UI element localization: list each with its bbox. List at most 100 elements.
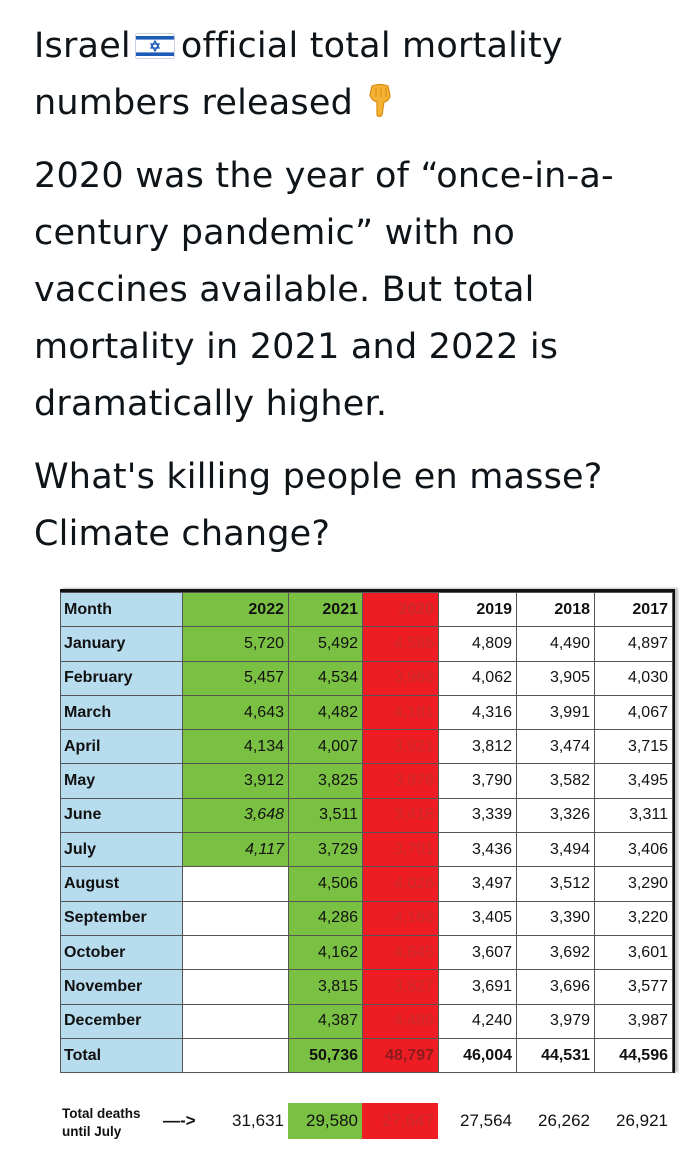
cell-2018: 3,582 — [516, 763, 595, 799]
cell-2019: 46,004 — [438, 1037, 517, 1074]
cell-2017: 3,601 — [594, 934, 673, 971]
cell-2018: 3,512 — [516, 866, 595, 902]
table-header-row: Month 2022 2021 2020 2019 2018 2017 — [60, 591, 673, 628]
cell-2021: 4,482 — [288, 694, 363, 731]
cell-2019: 4,316 — [438, 694, 517, 731]
cell-2019: 3,339 — [438, 797, 517, 834]
cell-2022: 4,134 — [182, 729, 289, 765]
footer-arrow: —-> — [163, 1111, 196, 1130]
cell-2020: 4,026 — [362, 866, 439, 902]
header-2018: 2018 — [516, 591, 595, 628]
cell-2020: 48,797 — [362, 1037, 439, 1074]
cell-2021: 4,286 — [288, 900, 363, 936]
cell-2019: 4,809 — [438, 626, 517, 662]
cell-month: April — [60, 729, 183, 765]
cell-2020: 3,827 — [362, 969, 439, 1005]
cell-month: January — [60, 626, 183, 662]
table-row: April 4,134 4,007 3,921 3,812 3,474 3,715 — [60, 729, 673, 765]
table-row: May 3,912 3,825 3,878 3,790 3,582 3,495 — [60, 763, 673, 799]
cell-2017: 4,897 — [594, 626, 673, 662]
cell-2021: 3,511 — [288, 797, 363, 834]
cell-2020: 3,921 — [362, 729, 439, 765]
israel-flag-icon — [134, 33, 175, 59]
footer-label-line1: Total deaths — [62, 1106, 141, 1121]
cell-2017: 3,406 — [594, 832, 673, 868]
cell-2019: 3,607 — [438, 934, 517, 971]
cell-month: October — [60, 934, 183, 971]
table-row: January 5,720 5,492 4,585 4,809 4,490 4,897 — [60, 626, 673, 662]
post-paragraph-2: 2020 was the year of “once-in-a-century … — [34, 156, 614, 424]
cell-2017: 4,067 — [594, 694, 673, 731]
cell-2018: 3,474 — [516, 729, 595, 765]
footer-value-2019: 27,564 — [460, 1111, 512, 1130]
cell-2022: 5,720 — [182, 626, 289, 662]
cell-2017: 44,596 — [594, 1037, 673, 1074]
cell-2020: 3,878 — [362, 763, 439, 799]
cell-2018: 3,692 — [516, 934, 595, 971]
cell-2017: 3,495 — [594, 763, 673, 799]
cell-2017: 3,220 — [594, 900, 673, 936]
cell-month: December — [60, 1003, 183, 1039]
header-2017: 2017 — [594, 591, 673, 628]
cell-2017: 3,290 — [594, 866, 673, 902]
cell-2020: 4,645 — [362, 934, 439, 971]
cell-2017: 3,577 — [594, 969, 673, 1005]
cell-2021: 4,007 — [288, 729, 363, 765]
mortality-table: Month 2022 2021 2020 2019 2018 2017 Janu… — [60, 591, 673, 1074]
cell-2021: 3,825 — [288, 763, 363, 799]
cell-2022: 3,912 — [182, 763, 289, 799]
header-2020: 2020 — [362, 591, 439, 628]
cell-2021: 4,387 — [288, 1003, 363, 1039]
cell-2019: 3,812 — [438, 729, 517, 765]
cell-2018: 3,991 — [516, 694, 595, 731]
table-row: June 3,648 3,511 3,418 3,339 3,326 3,311 — [60, 797, 673, 834]
table-row: December 4,387 4,489 4,240 3,979 3,987 — [60, 1003, 673, 1039]
footer-label-line2: until July — [62, 1124, 122, 1139]
cell-month: May — [60, 763, 183, 799]
cell-2018: 4,490 — [516, 626, 595, 662]
header-2021: 2021 — [288, 591, 363, 628]
table-row: February 5,457 4,534 3,963 4,062 3,905 4,030 — [60, 660, 673, 696]
table-row: November 3,815 3,827 3,691 3,696 3,577 — [60, 969, 673, 1005]
cell-2020: 4,585 — [362, 626, 439, 662]
cell-2019: 3,691 — [438, 969, 517, 1005]
table-row: July 4,117 3,729 3,701 3,436 3,494 3,406 — [60, 832, 673, 868]
cell-2020: 3,963 — [362, 660, 439, 696]
post-paragraph-1: Israel official total mortality numbers … — [34, 18, 674, 132]
cell-2022 — [182, 1037, 289, 1074]
footer-value-2018: 26,262 — [538, 1111, 590, 1130]
cell-2018: 3,696 — [516, 969, 595, 1005]
cell-2020: 4,489 — [362, 1003, 439, 1039]
cell-2022: 3,648 — [182, 797, 289, 834]
cell-2021: 4,534 — [288, 660, 363, 696]
cell-month: September — [60, 900, 183, 936]
cell-month: June — [60, 797, 183, 834]
cell-2019: 3,790 — [438, 763, 517, 799]
post-paragraph-3: What's killing people en masse? Climate … — [34, 457, 603, 554]
table-footer: Total deaths until July —-> 31,631 29,58… — [60, 1103, 672, 1143]
cell-2019: 4,062 — [438, 660, 517, 696]
table-total-row: Total 50,736 48,797 46,004 44,531 44,596 — [60, 1037, 673, 1074]
cell-2022 — [182, 934, 289, 971]
cell-month: August — [60, 866, 183, 902]
cell-2018: 3,326 — [516, 797, 595, 834]
cell-2022 — [182, 866, 289, 902]
header-2019: 2019 — [438, 591, 517, 628]
cell-2022 — [182, 900, 289, 936]
cell-2018: 44,531 — [516, 1037, 595, 1074]
post-line1-end: official total mortality — [180, 26, 563, 66]
cell-2021: 3,729 — [288, 832, 363, 868]
post-line1-start: Israel — [34, 26, 131, 66]
cell-2022 — [182, 969, 289, 1005]
cell-2017: 3,987 — [594, 1003, 673, 1039]
cell-2017: 3,715 — [594, 729, 673, 765]
cell-2020: 3,418 — [362, 797, 439, 834]
table-row: October 4,162 4,645 3,607 3,692 3,601 — [60, 934, 673, 971]
footer-value-2017: 26,921 — [616, 1111, 668, 1130]
table-body: January 5,720 5,492 4,585 4,809 4,490 4,897 Feb… — [60, 626, 673, 1074]
cell-2017: 3,311 — [594, 797, 673, 834]
cell-2021: 3,815 — [288, 969, 363, 1005]
cell-month: February — [60, 660, 183, 696]
cell-month: July — [60, 832, 183, 868]
footer-value-2020: 27,647 — [362, 1103, 438, 1139]
